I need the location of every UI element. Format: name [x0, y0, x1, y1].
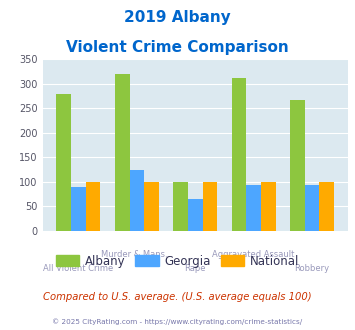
Bar — [188, 199, 203, 231]
Bar — [203, 182, 217, 231]
Bar — [320, 182, 334, 231]
Text: 2019 Albany: 2019 Albany — [124, 10, 231, 25]
Text: Aggravated Assault: Aggravated Assault — [213, 250, 295, 259]
Bar — [56, 94, 71, 231]
Text: Robbery: Robbery — [295, 264, 330, 273]
Bar — [144, 182, 159, 231]
Text: Compared to U.S. average. (U.S. average equals 100): Compared to U.S. average. (U.S. average … — [43, 292, 312, 302]
Text: Rape: Rape — [185, 264, 206, 273]
Text: Violent Crime Comparison: Violent Crime Comparison — [66, 40, 289, 54]
Text: All Violent Crime: All Violent Crime — [43, 264, 114, 273]
Bar — [246, 185, 261, 231]
Bar — [86, 182, 100, 231]
Bar — [173, 182, 188, 231]
Bar — [115, 74, 130, 231]
Text: © 2025 CityRating.com - https://www.cityrating.com/crime-statistics/: © 2025 CityRating.com - https://www.city… — [53, 318, 302, 325]
Bar — [71, 187, 86, 231]
Bar — [232, 78, 246, 231]
Bar — [130, 170, 144, 231]
Legend: Albany, Georgia, National: Albany, Georgia, National — [51, 250, 304, 273]
Text: Murder & Mans...: Murder & Mans... — [101, 250, 173, 259]
Bar — [290, 100, 305, 231]
Bar — [305, 185, 320, 231]
Bar — [261, 182, 275, 231]
